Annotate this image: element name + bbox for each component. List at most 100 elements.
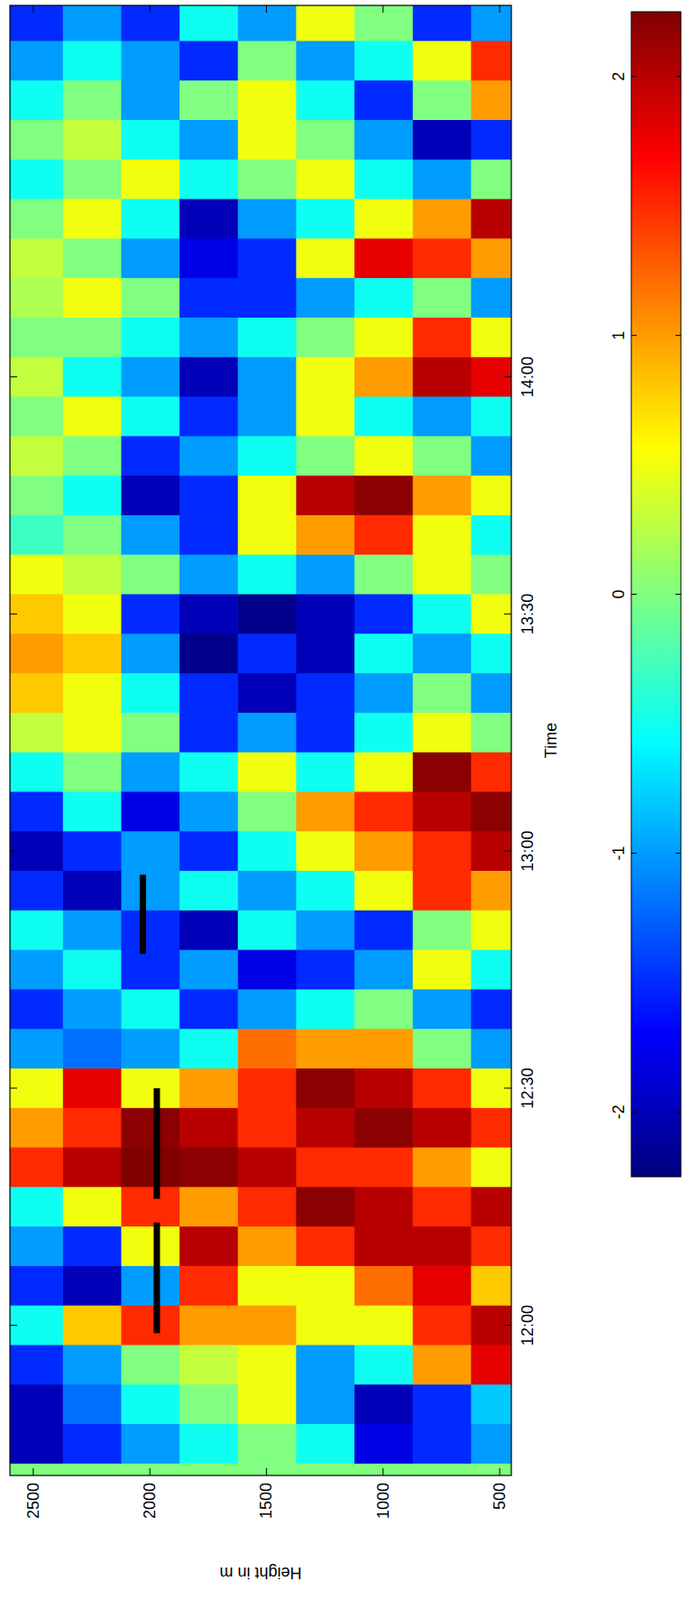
x-tick: [504, 613, 512, 615]
cell: [120, 593, 180, 634]
x-tick-label: 12:00: [518, 1304, 537, 1345]
cell: [9, 671, 64, 712]
y-tick: [32, 1467, 34, 1475]
cell: [62, 751, 121, 791]
cell: [9, 1304, 64, 1344]
cell: [412, 948, 471, 989]
cell: [295, 1028, 355, 1068]
cell: [237, 790, 296, 831]
cell: [237, 553, 296, 594]
cell: [470, 1185, 512, 1226]
cell: [178, 1264, 238, 1305]
y-tick: [266, 5, 267, 13]
cell: [9, 1185, 64, 1226]
y-tick: [382, 1467, 384, 1475]
cell: [178, 277, 238, 318]
cell: [353, 158, 413, 199]
cell: [295, 316, 355, 357]
cell: [353, 1383, 413, 1424]
y-tick: [499, 5, 501, 13]
cell: [353, 553, 413, 594]
cell: [9, 277, 64, 318]
cell: [62, 356, 121, 396]
cell: [120, 1185, 180, 1226]
x-tick: [9, 850, 18, 852]
colorbar-tick: [631, 75, 637, 77]
cell: [412, 395, 471, 436]
cell: [295, 1225, 355, 1266]
cell: [178, 1343, 238, 1384]
x-tick: [9, 1086, 18, 1088]
cell: [412, 1146, 471, 1186]
cell: [353, 671, 413, 712]
cell: [470, 316, 512, 357]
cell: [353, 633, 413, 673]
cell: [470, 751, 512, 791]
cell: [178, 593, 238, 634]
cell: [295, 1383, 355, 1424]
figure: 12:0012:3013:0013:3014:00500100015002000…: [0, 0, 689, 1599]
cell: [62, 395, 121, 436]
cell: [295, 475, 355, 515]
cell: [295, 158, 355, 199]
cell: [9, 711, 64, 752]
x-tick: [9, 613, 18, 615]
cell: [120, 316, 180, 357]
cell: [178, 1066, 238, 1107]
y-tick-label: 2000: [140, 1481, 159, 1518]
cell: [178, 1383, 238, 1424]
cell: [470, 514, 512, 554]
cell: [62, 475, 121, 515]
cell: [237, 198, 296, 239]
cell: [9, 40, 64, 81]
cell: [120, 1225, 180, 1266]
cell: [178, 1422, 238, 1462]
cell: [412, 80, 471, 120]
cell: [9, 593, 64, 634]
cell: [120, 1146, 180, 1186]
cell: [470, 553, 512, 594]
cell: [353, 593, 413, 634]
cell: [178, 790, 238, 831]
cell: [412, 988, 471, 1029]
cell: [470, 395, 512, 436]
y-axis-title: Height in m: [219, 1562, 302, 1581]
cell: [470, 711, 512, 752]
cell: [9, 1383, 64, 1424]
cell: [470, 1264, 512, 1305]
cell: [295, 514, 355, 554]
y-tick: [32, 5, 34, 13]
cell: [120, 830, 180, 871]
colorbar-tick: [631, 1111, 637, 1112]
cell: [412, 1304, 471, 1344]
cell: [412, 830, 471, 871]
cell: [178, 5, 238, 41]
cell: [295, 553, 355, 594]
cell: [353, 1304, 413, 1344]
cell: [62, 1066, 121, 1107]
cell: [237, 435, 296, 476]
cell: [237, 633, 296, 673]
cell: [178, 909, 238, 949]
cell: [120, 395, 180, 436]
cells: [9, 5, 512, 1475]
cell: [237, 40, 296, 81]
cell: [470, 988, 512, 1029]
cell: [295, 633, 355, 673]
cell: [237, 356, 296, 396]
cell: [9, 830, 64, 871]
cell: [470, 830, 512, 871]
cell: [9, 1106, 64, 1147]
cell: [62, 1304, 121, 1344]
cell: [178, 356, 238, 396]
cell: [178, 1146, 238, 1186]
cell: [237, 711, 296, 752]
cell: [237, 475, 296, 515]
cell: [470, 1422, 512, 1462]
cell: [412, 1185, 471, 1226]
cell: [178, 395, 238, 436]
cell: [412, 790, 471, 831]
cell: [62, 1106, 121, 1147]
cell: [237, 1225, 296, 1266]
y-tick: [149, 1467, 151, 1475]
